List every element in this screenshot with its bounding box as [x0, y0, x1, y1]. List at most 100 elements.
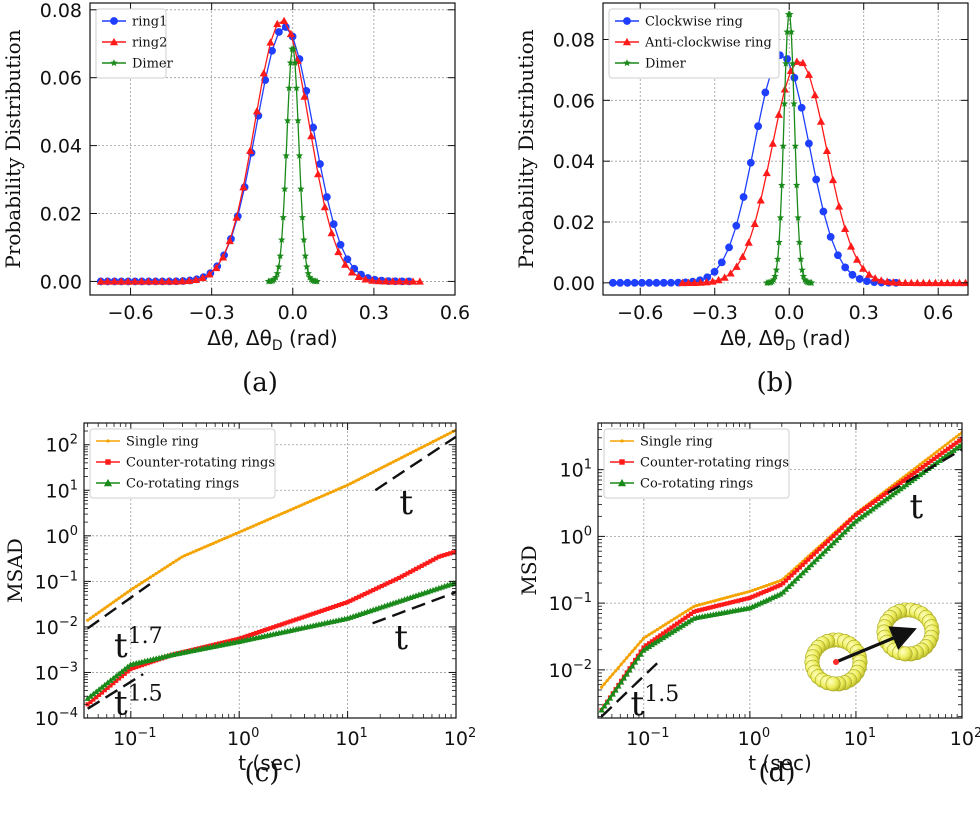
data-point — [739, 592, 743, 596]
data-point — [937, 278, 946, 287]
data-point — [289, 45, 298, 53]
data-point — [890, 486, 895, 491]
displacement-arrow — [835, 626, 917, 664]
data-point — [283, 510, 287, 515]
legend-label: Clockwise ring — [645, 15, 743, 30]
data-point — [379, 583, 384, 589]
data-point — [294, 617, 299, 622]
data-point — [940, 450, 945, 455]
y-tick-label: 0.08 — [553, 30, 595, 52]
data-point — [265, 518, 270, 522]
y-tick-label: 10−2 — [549, 658, 592, 682]
axis-ticks: 10−1 100 101 102 10−4 10−3 10−2 10−1 100 101 102 — [35, 423, 476, 750]
data-point — [314, 497, 318, 501]
data-point — [371, 587, 376, 593]
data-point — [114, 598, 118, 602]
data-point — [223, 536, 227, 541]
data-point — [812, 175, 821, 184]
data-point — [396, 575, 401, 581]
data-point — [842, 523, 847, 528]
data-point — [929, 458, 934, 463]
data-point — [305, 613, 310, 618]
data-point — [764, 588, 769, 594]
data-point — [136, 663, 142, 669]
data-point — [385, 581, 390, 586]
data-point — [654, 638, 661, 644]
data-point — [357, 477, 361, 481]
data-point — [744, 238, 753, 246]
data-point — [306, 273, 314, 281]
data-point — [134, 584, 138, 589]
data-point — [399, 574, 404, 579]
data-point — [110, 675, 117, 681]
series-markers — [264, 45, 321, 285]
x-tick-label: 10−1 — [113, 726, 156, 750]
data-point — [758, 591, 763, 596]
y-tick-label: 10−2 — [35, 615, 78, 639]
data-point — [676, 623, 683, 630]
data-point — [669, 625, 674, 630]
data-point — [666, 627, 671, 632]
data-point — [160, 568, 164, 572]
data-point — [878, 494, 884, 499]
data-point — [733, 599, 738, 604]
data-point — [913, 278, 922, 287]
data-point — [943, 443, 947, 447]
data-point — [798, 58, 807, 67]
scaling-guide: t — [372, 591, 457, 658]
data-point — [111, 681, 116, 686]
y-axis-label: Probability Distribution — [514, 29, 538, 268]
data-point — [395, 277, 404, 285]
data-point — [425, 560, 430, 565]
data-point — [205, 544, 210, 548]
data-point — [697, 603, 701, 607]
data-point — [380, 466, 384, 470]
data-point — [360, 476, 364, 480]
data-point — [313, 169, 323, 178]
data-point — [259, 629, 264, 634]
data-point — [856, 510, 861, 516]
data-point — [711, 604, 716, 609]
data-point — [762, 584, 766, 589]
data-point — [296, 616, 302, 621]
data-point — [675, 615, 679, 619]
series-markers — [84, 579, 456, 701]
panel-b: −0.6 −0.3 0.0 0.3 0.6 0.00 0.02 0.04 0.06 0.08 Δθ,… — [514, 2, 969, 354]
data-point — [311, 498, 315, 502]
data-point — [904, 476, 909, 481]
data-point — [126, 590, 130, 594]
data-point — [617, 478, 627, 487]
legend-label: Co-rotating rings — [640, 477, 753, 492]
x-tick-label: 0.3 — [849, 302, 879, 324]
legend-item: ring2 — [102, 36, 167, 51]
data-point — [234, 531, 238, 536]
data-point — [285, 620, 290, 625]
data-point — [131, 665, 136, 671]
scaling-guide: t — [887, 448, 963, 527]
data-point — [717, 258, 726, 267]
data-point — [725, 243, 733, 252]
data-point — [681, 612, 685, 616]
data-point — [789, 573, 794, 578]
data-point — [151, 277, 160, 285]
data-point — [931, 278, 940, 287]
data-point — [331, 489, 335, 493]
data-point — [298, 213, 307, 221]
data-point — [853, 255, 862, 263]
data-point — [336, 240, 345, 249]
data-point — [841, 263, 850, 272]
data-point — [745, 590, 749, 594]
y-tick-label: 0.00 — [40, 271, 82, 293]
data-point — [668, 629, 675, 635]
data-point — [804, 139, 813, 148]
series-markers — [86, 428, 456, 622]
data-point — [919, 278, 928, 287]
data-point — [368, 589, 373, 594]
data-point — [94, 695, 99, 700]
data-point — [304, 269, 312, 277]
data-point — [945, 446, 951, 451]
data-point — [95, 686, 103, 692]
data-point — [954, 440, 959, 445]
data-point — [688, 611, 694, 616]
